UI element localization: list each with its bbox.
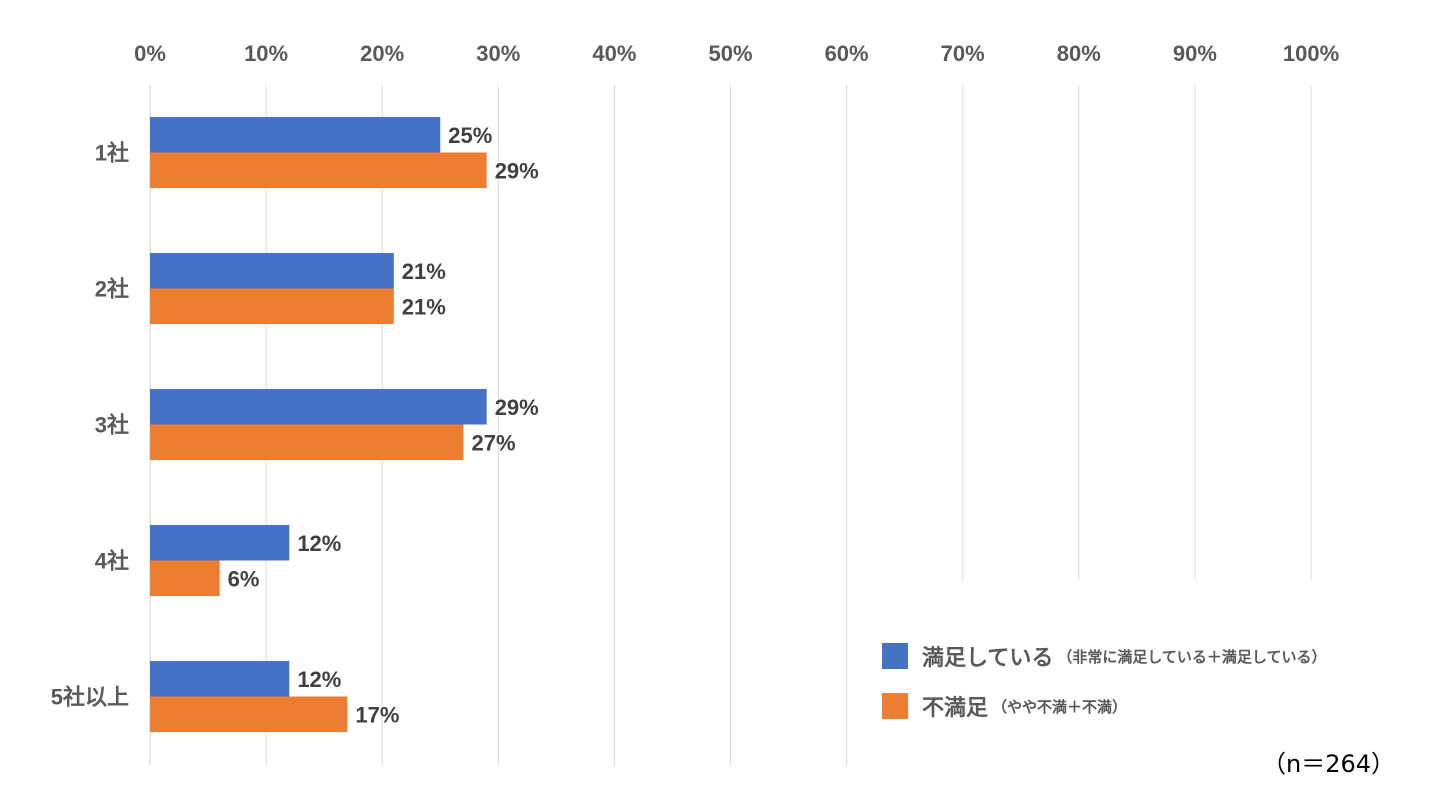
data-label: 29% [495, 158, 539, 183]
data-label: 21% [402, 294, 446, 319]
bar-satisfied [150, 117, 441, 153]
bar-dissatisfied [150, 152, 487, 188]
bar-dissatisfied [150, 288, 394, 324]
x-tick-label: 10% [244, 41, 288, 66]
bar-dissatisfied [150, 424, 464, 460]
bar-dissatisfied [150, 560, 220, 596]
bar-satisfied [150, 661, 290, 697]
legend-label-dissatisfied: 不満足 [922, 696, 989, 721]
legend-item-satisfied: 満足している （非常に満足している＋満足している） [882, 642, 1327, 671]
x-tick-label: 100% [1283, 41, 1339, 66]
legend-note-satisfied: （非常に満足している＋満足している） [1057, 647, 1327, 666]
bar-dissatisfied [150, 696, 348, 732]
data-labels: 25%29%21%21%29%27%12%6%12%17% [228, 123, 539, 728]
bars [150, 117, 487, 732]
legend-label-satisfied: 満足している [922, 646, 1054, 671]
data-label: 29% [495, 395, 539, 420]
data-label: 25% [448, 123, 492, 148]
legend-swatch-dissatisfied [882, 693, 908, 719]
category-label: 4社 [95, 549, 129, 574]
bar-satisfied [150, 253, 394, 289]
data-label: 12% [297, 667, 341, 692]
category-label: 2社 [95, 277, 129, 302]
x-tick-label: 80% [1057, 41, 1101, 66]
data-label: 27% [471, 430, 515, 455]
legend: 満足している （非常に満足している＋満足している） 不満足 （やや不満＋不満） [882, 642, 1402, 732]
sample-size-note: （n＝264） [1262, 750, 1396, 778]
x-tick-label: 50% [708, 41, 752, 66]
x-tick-label: 40% [592, 41, 636, 66]
category-label: 3社 [95, 413, 129, 438]
x-tick-label: 20% [360, 41, 404, 66]
data-label: 6% [228, 566, 260, 591]
data-label: 12% [297, 531, 341, 556]
x-axis-ticks: 0% 10% 20% 30% 40% 50% 60% 70% 80% 90% 100% [134, 41, 1339, 66]
legend-swatch-satisfied [882, 643, 908, 669]
bar-satisfied [150, 525, 290, 561]
x-tick-label: 70% [941, 41, 985, 66]
x-tick-label: 60% [825, 41, 869, 66]
x-tick-label: 30% [476, 41, 520, 66]
category-label: 1社 [95, 141, 129, 166]
x-tick-label: 0% [134, 41, 166, 66]
category-labels: 1社 2社 3社 4社 5社以上 [51, 141, 129, 710]
gridlines [149, 85, 1312, 765]
category-label: 5社以上 [51, 685, 129, 710]
data-label: 21% [402, 259, 446, 284]
legend-item-dissatisfied: 不満足 （やや不満＋不満） [882, 692, 1128, 721]
data-label: 17% [355, 702, 399, 727]
bar-satisfied [150, 389, 487, 425]
x-tick-label: 90% [1173, 41, 1217, 66]
legend-note-dissatisfied: （やや不満＋不満） [992, 697, 1128, 716]
